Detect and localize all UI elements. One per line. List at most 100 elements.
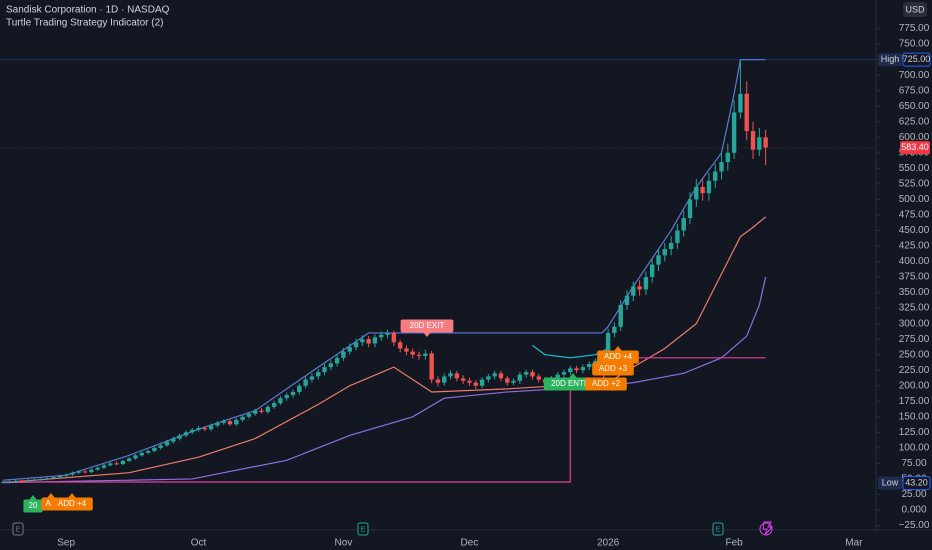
- candle-body: [738, 93, 743, 113]
- candle-body: [171, 438, 176, 442]
- y-tick-label: 175.00: [899, 396, 930, 407]
- candle-body: [435, 379, 441, 383]
- x-tick-label: 2026: [597, 538, 620, 549]
- price-box: [902, 476, 931, 491]
- candle-body: [208, 425, 214, 430]
- candle-body: [700, 186, 705, 194]
- candle-body: [240, 416, 245, 420]
- candle-body: [467, 380, 472, 383]
- price-name-box: [878, 476, 902, 490]
- event-text: E: [16, 526, 21, 533]
- y-tick-label: 750.00: [899, 39, 930, 50]
- annotation-text: AC: [45, 499, 56, 508]
- y-tick-label: 650.00: [899, 101, 930, 112]
- candle-body: [725, 152, 731, 163]
- candle-body: [706, 180, 712, 194]
- candle-body: [473, 382, 478, 386]
- event-text: E: [361, 526, 366, 533]
- candle-body: [57, 475, 63, 478]
- candle-body: [372, 337, 378, 344]
- price-box: [900, 141, 930, 155]
- candle-body: [13, 480, 18, 482]
- chart-title: Sandisk Corporation · 1D · NASDAQ: [6, 5, 170, 16]
- y-tick-label: 100.00: [899, 443, 930, 454]
- annotation-pointer: [47, 493, 55, 498]
- dividend-icon-ring: [759, 522, 773, 536]
- candle-body: [618, 304, 623, 327]
- candle-body: [536, 376, 541, 380]
- candle-body: [139, 452, 144, 456]
- candle-body: [687, 199, 693, 219]
- candle-body: [158, 445, 163, 448]
- y-tick-label: 25.00: [901, 489, 926, 500]
- dividend-icon: [762, 521, 774, 536]
- candle-body: [278, 398, 283, 404]
- candle-body: [385, 332, 390, 335]
- y-tick-label: 450.00: [899, 225, 930, 236]
- y-tick-label: 625.00: [899, 116, 930, 127]
- candle-body: [530, 372, 535, 377]
- annotation-pointer: [614, 346, 622, 351]
- y-tick-label: 150.00: [899, 411, 930, 422]
- candle-body: [82, 471, 88, 473]
- event-marker: [12, 522, 24, 536]
- candle-body: [26, 480, 31, 482]
- candle-body: [379, 334, 384, 338]
- candle-body: [145, 450, 151, 453]
- y-tick-label: 225.00: [899, 365, 930, 376]
- candle-body: [397, 342, 403, 349]
- candle-body: [347, 347, 352, 352]
- candle-body: [391, 332, 397, 343]
- candle-body: [486, 376, 491, 380]
- y-tick-label: 475.00: [899, 210, 930, 221]
- y-tick-label: 400.00: [899, 256, 930, 267]
- annotation-box: [592, 362, 634, 376]
- candle-body: [70, 472, 75, 475]
- candle-body: [114, 463, 119, 465]
- candle-body: [45, 478, 50, 480]
- candle-body: [757, 137, 762, 150]
- price-name-box: [878, 53, 902, 67]
- event-marker: [357, 522, 369, 536]
- currency-box: [903, 2, 927, 17]
- candle-body: [322, 367, 327, 373]
- candle-body: [303, 379, 308, 386]
- y-tick-label: 325.00: [899, 303, 930, 314]
- event-text: E: [716, 526, 721, 533]
- y-tick-label: 775.00: [899, 23, 930, 34]
- candle-body: [713, 171, 718, 181]
- candle-body: [605, 332, 611, 358]
- y-tick-label: 425.00: [899, 241, 930, 252]
- candle-body: [454, 373, 460, 379]
- candle-body: [253, 410, 258, 414]
- annotation-text: 20: [29, 501, 38, 510]
- candle-body: [183, 432, 189, 436]
- annotation-pointer: [423, 332, 431, 337]
- y-tick-label: 500.00: [899, 194, 930, 205]
- candle-body: [32, 479, 37, 481]
- candle-body: [63, 474, 69, 476]
- annotation-text: ADD +2: [592, 379, 621, 388]
- candle-body: [750, 131, 756, 150]
- candle-body: [681, 218, 686, 231]
- candle-body: [290, 391, 296, 396]
- annotation-text: 20D ENTRY: [551, 379, 596, 388]
- candle-body: [120, 460, 126, 465]
- candle-body: [404, 348, 409, 352]
- candle-body: [574, 368, 579, 371]
- annotation-pointer: [68, 493, 76, 498]
- candle-body: [442, 376, 447, 383]
- candle-body: [360, 339, 365, 343]
- y-tick-label: 200.00: [899, 380, 930, 391]
- candle-body: [580, 367, 586, 371]
- y-tick-label: 675.00: [899, 85, 930, 96]
- y-tick-label: 275.00: [899, 334, 930, 345]
- candle-body: [202, 427, 207, 430]
- candle-body: [656, 255, 661, 265]
- candle-body: [492, 373, 497, 377]
- y-tick-label: 0.000: [901, 505, 926, 516]
- annotation-box: [585, 377, 627, 391]
- candle-body: [650, 264, 655, 278]
- annotation-text: 20D EXIT: [410, 321, 445, 330]
